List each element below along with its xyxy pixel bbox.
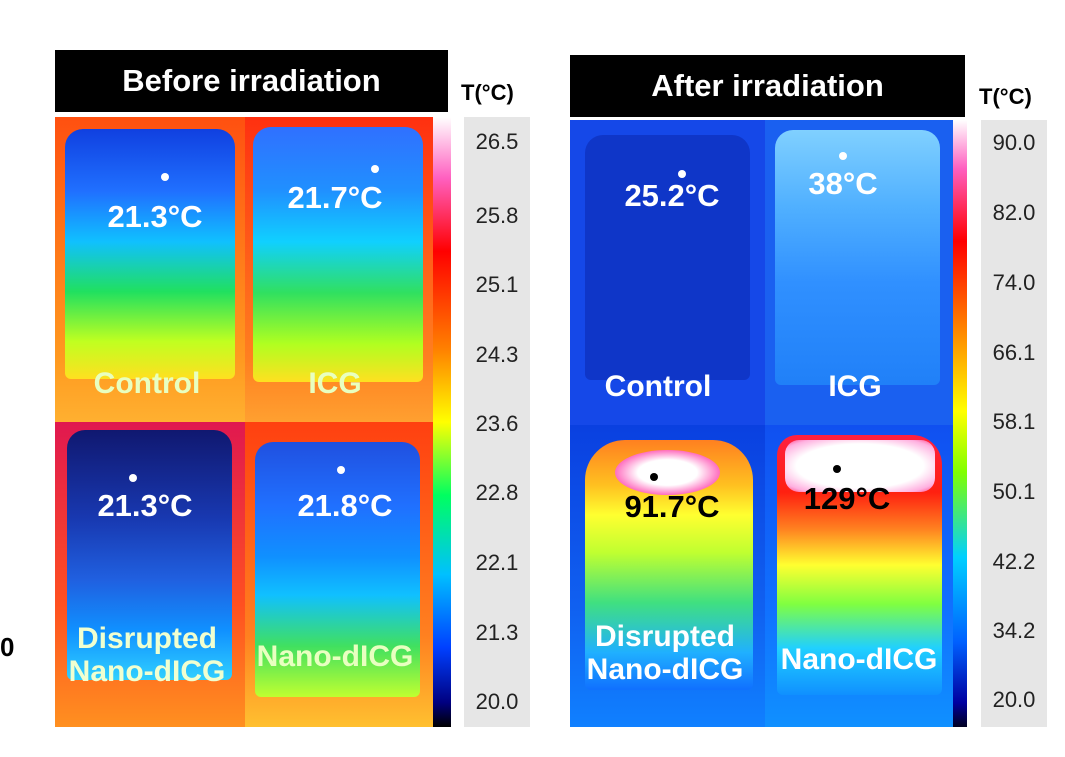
temperature-reading: 129°C bbox=[803, 481, 891, 516]
after-thermal-image: 25.2°C Control 38°C ICG 91.7°C Disrupted… bbox=[570, 120, 953, 727]
sample-label: ICG bbox=[308, 367, 362, 400]
tick-label: 66.1 bbox=[992, 340, 1036, 365]
tick-label: 20.0 bbox=[475, 689, 519, 714]
tick-label: 58.1 bbox=[992, 409, 1036, 434]
before-colorbar bbox=[433, 117, 451, 727]
after-colorbar bbox=[953, 120, 967, 727]
after-scale-label: T(°C) bbox=[979, 84, 1032, 109]
tick-label: 23.6 bbox=[475, 411, 519, 436]
before-tick-labels: 26.5 25.8 25.1 24.3 23.6 22.8 22.1 21.3 … bbox=[464, 117, 530, 727]
vial bbox=[65, 129, 235, 379]
temperature-reading: 21.7°C bbox=[287, 180, 383, 215]
before-scale-label: T(°C) bbox=[461, 80, 514, 105]
vial bbox=[253, 127, 423, 382]
tick-label: 50.1 bbox=[992, 479, 1036, 504]
tick-label: 34.2 bbox=[992, 618, 1036, 643]
vial bbox=[255, 442, 420, 697]
sample-label: Nano-dICG bbox=[256, 640, 414, 673]
temperature-reading: 91.7°C bbox=[624, 489, 720, 524]
before-cell-disrupted: 21.3°C Disrupted Nano-dICG bbox=[55, 422, 245, 727]
before-title: Before irradiation bbox=[55, 50, 448, 112]
sample-label: Disrupted Nano-dICG bbox=[68, 622, 226, 688]
temperature-reading: 21.8°C bbox=[297, 488, 393, 523]
tick-label: 82.0 bbox=[992, 200, 1036, 225]
tick-label: 20.0 bbox=[992, 687, 1036, 712]
temperature-reading: 25.2°C bbox=[624, 178, 720, 213]
after-tick-labels: 90.0 82.0 74.0 66.1 58.1 50.1 42.2 34.2 … bbox=[981, 120, 1047, 727]
tick-label: 22.1 bbox=[475, 550, 519, 575]
tick-label: 24.3 bbox=[475, 342, 519, 367]
before-thermal-image: 21.3°C Control 21.7°C ICG 21.3°C Disrupt… bbox=[55, 117, 433, 727]
vial bbox=[585, 135, 750, 380]
after-cell-icg: 38°C ICG bbox=[765, 120, 953, 425]
measure-point bbox=[650, 473, 658, 481]
sample-label: Disrupted Nano-dICG bbox=[586, 620, 744, 686]
before-cell-icg: 21.7°C ICG bbox=[245, 117, 433, 422]
tick-label: 74.0 bbox=[992, 270, 1036, 295]
tick-label: 90.0 bbox=[992, 130, 1036, 155]
temperature-reading: 21.3°C bbox=[97, 488, 193, 523]
measure-point bbox=[833, 465, 841, 473]
measure-point bbox=[839, 152, 847, 160]
temperature-reading: 21.3°C bbox=[107, 199, 203, 234]
temperature-reading: 38°C bbox=[808, 166, 878, 201]
tick-label: 22.8 bbox=[475, 480, 519, 505]
edge-text: 0 bbox=[0, 632, 15, 662]
measure-point bbox=[371, 165, 379, 173]
tick-label: 26.5 bbox=[475, 129, 519, 154]
vial bbox=[67, 430, 232, 680]
vial bbox=[775, 130, 940, 385]
after-cell-nano: 129°C Nano-dICG bbox=[765, 425, 953, 727]
after-title: After irradiation bbox=[570, 55, 965, 117]
before-cell-nano: 21.8°C Nano-dICG bbox=[245, 422, 433, 727]
tick-label: 25.1 bbox=[475, 272, 519, 297]
after-cell-disrupted: 91.7°C Disrupted Nano-dICG bbox=[570, 425, 765, 727]
measure-point bbox=[678, 170, 686, 178]
measure-point bbox=[161, 173, 169, 181]
measure-point bbox=[337, 466, 345, 474]
sample-label: Control bbox=[604, 370, 712, 403]
sample-label: Control bbox=[93, 367, 201, 400]
sample-label: Nano-dICG bbox=[780, 643, 938, 676]
sample-label: ICG bbox=[828, 370, 882, 403]
tick-label: 21.3 bbox=[475, 620, 519, 645]
tick-label: 42.2 bbox=[992, 549, 1036, 574]
after-cell-control: 25.2°C Control bbox=[570, 120, 765, 425]
measure-point bbox=[129, 474, 137, 482]
tick-label: 25.8 bbox=[475, 203, 519, 228]
before-cell-control: 21.3°C Control bbox=[55, 117, 245, 422]
